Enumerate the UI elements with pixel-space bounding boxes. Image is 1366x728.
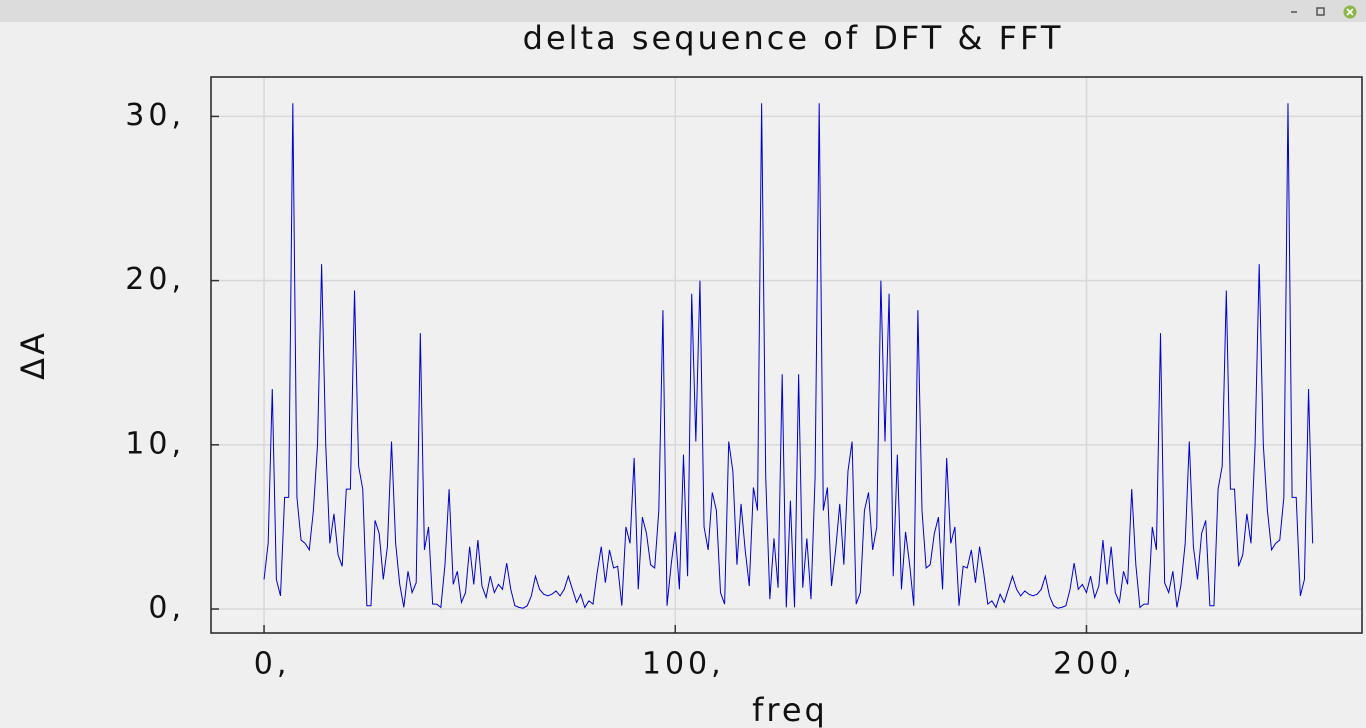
plot-frame (210, 76, 1363, 634)
y-tick-label: 10, (125, 426, 185, 461)
chart-title: delta sequence of DFT & FFT (523, 19, 1064, 57)
title-bar (0, 0, 1366, 22)
x-tick-label: 200, (1053, 647, 1136, 682)
y-axis-label: ΔA (14, 330, 52, 380)
y-tick-label: 30, (125, 98, 185, 133)
y-tick-label: 0, (148, 591, 185, 626)
x-tick-label: 0, (254, 647, 291, 682)
x-axis-label: freq (752, 691, 828, 728)
maximize-button[interactable] (1316, 7, 1325, 16)
x-tick-label: 100, (642, 647, 725, 682)
data-line (263, 103, 1314, 609)
close-icon (1346, 8, 1354, 16)
plot-area: 0, 10, 20, 30, 0, 100, 200, (125, 76, 1363, 682)
plot-background (211, 77, 1362, 633)
y-tick-label: 20, (125, 262, 185, 297)
